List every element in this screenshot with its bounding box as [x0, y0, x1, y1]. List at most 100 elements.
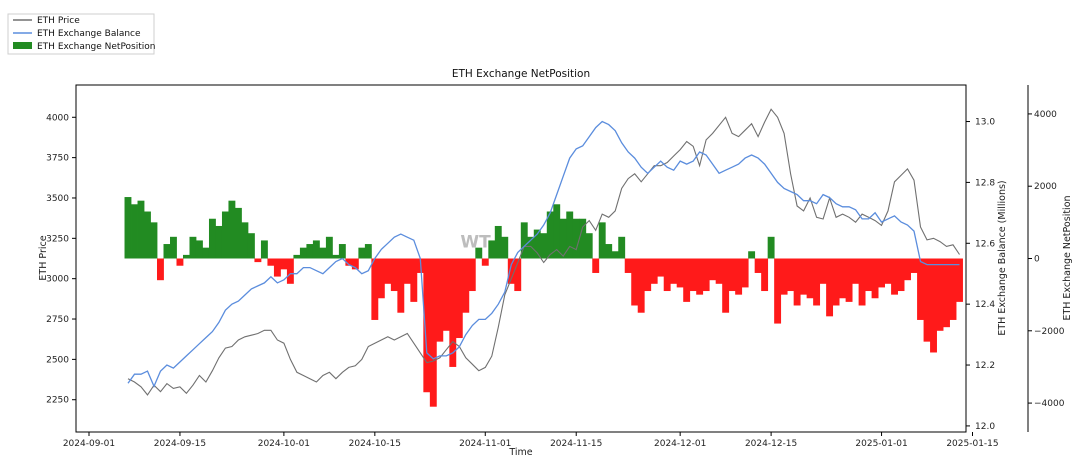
y-left-tick-label: 2750 [46, 315, 69, 325]
netposition-bar [176, 258, 184, 266]
netposition-bar [410, 258, 418, 302]
x-tick-label: 2024-12-15 [745, 439, 797, 449]
netposition-bar [234, 207, 242, 259]
netposition-bar [429, 258, 437, 407]
netposition-bar [507, 258, 515, 284]
y-right2-tick-label: 2000 [1034, 182, 1057, 192]
netposition-bar [787, 258, 795, 292]
netposition-bar [611, 251, 619, 259]
netposition-bar [897, 258, 905, 292]
netposition-bar [715, 258, 723, 284]
netposition-bar [260, 240, 268, 259]
x-tick-label: 2024-09-01 [63, 439, 115, 449]
y-right1-tick-label: 12.8 [975, 178, 995, 188]
netposition-bar [436, 258, 444, 342]
y-right1-tick-label: 12.0 [975, 422, 995, 432]
netposition-bar [722, 258, 730, 313]
netposition-bar [455, 258, 463, 339]
netposition-bar [325, 236, 333, 259]
netposition-bar [351, 258, 359, 270]
x-tick-label: 2024-10-15 [349, 439, 401, 449]
netposition-bar [592, 258, 600, 273]
chart-legend: ETH Price ETH Exchange Balance ETH Excha… [7, 13, 156, 55]
netposition-bar [254, 258, 262, 263]
legend-label-netposition: ETH Exchange NetPosition [37, 42, 156, 52]
y-left-tick-label: 3000 [46, 275, 69, 285]
y-left-tick-label: 2250 [46, 396, 69, 406]
netposition-bar [741, 258, 749, 288]
netposition-bar [221, 211, 229, 259]
x-tick-label: 2024-11-15 [550, 439, 602, 449]
netposition-bar [488, 240, 496, 259]
netposition-bar [826, 258, 834, 317]
netposition-bar [650, 258, 658, 284]
netposition-bar [956, 258, 963, 302]
netposition-bar [202, 247, 210, 259]
legend-frame [7, 13, 155, 55]
netposition-bar [157, 258, 164, 281]
y-right2-tick-label: 0 [1034, 255, 1040, 265]
netposition-bar [170, 236, 177, 259]
netposition-bar [585, 233, 593, 259]
netposition-bar [137, 200, 145, 259]
netposition-bar [813, 258, 821, 306]
y-axis-label-price: ETH Price [38, 235, 49, 280]
netposition-bar [338, 244, 346, 259]
x-axis-label: Time [508, 447, 532, 458]
x-tick-label: 2024-11-01 [459, 439, 511, 449]
netposition-bar [494, 225, 502, 259]
netposition-bar [819, 258, 827, 284]
y-left-tick-label: 2500 [46, 355, 69, 365]
netposition-bar [358, 247, 366, 259]
netposition-bar [462, 258, 470, 313]
netposition-bar [286, 258, 294, 284]
netposition-bar [384, 258, 392, 284]
netposition-bar [605, 244, 613, 259]
plot-frame [75, 84, 967, 433]
netposition-bar [598, 222, 606, 259]
netposition-bar [273, 258, 281, 277]
y-axis-label-balance: ETH Exchange Balance (Millions) [997, 180, 1008, 335]
netposition-bar [852, 258, 860, 284]
x-tick-label: 2025-01-15 [946, 439, 998, 449]
netposition-bar [553, 204, 561, 259]
netposition-bar [520, 222, 528, 259]
netposition-bar [345, 258, 353, 266]
netposition-bar [306, 244, 314, 259]
netposition-bar [657, 258, 665, 277]
netposition-bar [774, 258, 782, 324]
netposition-bar [540, 233, 548, 259]
legend-label-balance: ETH Exchange Balance [37, 29, 141, 39]
netposition-bar [618, 236, 626, 259]
watermark-text: WT [460, 233, 491, 253]
netposition-bar [624, 258, 632, 273]
y-right2-tick-label: −4000 [1034, 399, 1065, 409]
balance-line [127, 120, 960, 388]
y-right1-tick-label: 12.2 [975, 361, 995, 371]
netposition-bar [208, 218, 216, 259]
netposition-bar [364, 244, 372, 259]
netposition-bar [514, 258, 522, 292]
netposition-bar [709, 258, 717, 281]
netposition-bar [144, 211, 151, 259]
netposition-bar [312, 240, 320, 259]
netposition-bar [533, 229, 541, 259]
netposition-bar [904, 258, 911, 281]
netposition-bar [267, 258, 275, 266]
legend-swatch-netposition [13, 42, 32, 49]
netposition-bar [247, 233, 255, 259]
netposition-bar [702, 258, 710, 292]
netposition-bar [371, 258, 379, 320]
netposition-bar [748, 251, 756, 259]
netposition-bar [579, 218, 587, 259]
netposition-bar [936, 258, 944, 331]
netposition-bar [468, 258, 476, 292]
netposition-bar [449, 258, 457, 367]
netposition-bar [806, 258, 814, 299]
netposition-bar [845, 258, 853, 302]
netposition-bar [195, 240, 203, 259]
netposition-bar [131, 204, 138, 259]
legend-label-price: ETH Price [37, 16, 80, 26]
netposition-bar [949, 258, 957, 320]
x-tick-label: 2024-10-01 [258, 439, 310, 449]
